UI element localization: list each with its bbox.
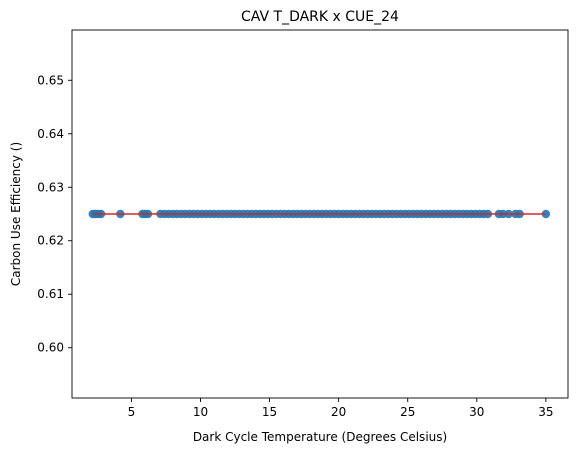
x-tick-label: 25 xyxy=(400,405,415,419)
y-tick-label: 0.63 xyxy=(37,180,64,194)
x-tick-label: 30 xyxy=(469,405,484,419)
y-tick-label: 0.60 xyxy=(37,341,64,355)
x-tick-label: 15 xyxy=(262,405,277,419)
y-axis-label: Carbon Use Efficiency () xyxy=(9,142,23,286)
x-axis-ticks: 5 10 15 20 25 30 35 xyxy=(128,398,554,419)
chart-title: CAV T_DARK x CUE_24 xyxy=(241,9,399,25)
x-tick-label: 10 xyxy=(193,405,208,419)
x-tick-label: 35 xyxy=(538,405,553,419)
y-tick-label: 0.62 xyxy=(37,234,64,248)
x-axis-label: Dark Cycle Temperature (Degrees Celsius) xyxy=(193,430,447,444)
y-tick-label: 0.65 xyxy=(37,73,64,87)
y-axis-ticks: 0.60 0.61 0.62 0.63 0.64 0.65 xyxy=(37,73,72,355)
y-tick-label: 0.64 xyxy=(37,127,64,141)
y-tick-label: 0.61 xyxy=(37,287,64,301)
x-tick-label: 5 xyxy=(128,405,136,419)
x-tick-label: 20 xyxy=(331,405,346,419)
